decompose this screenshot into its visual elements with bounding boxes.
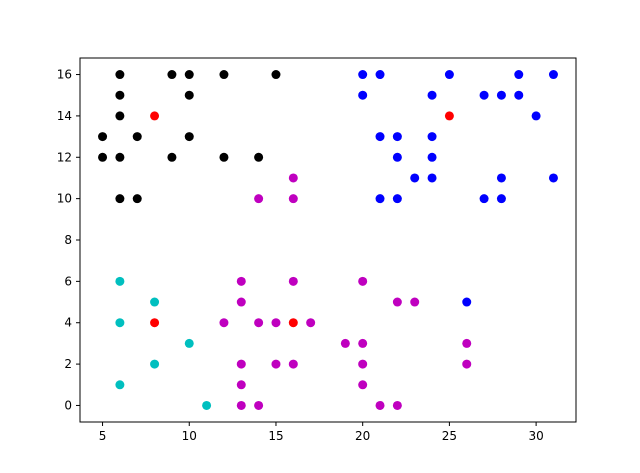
point xyxy=(479,194,489,204)
point xyxy=(410,173,420,183)
point xyxy=(288,276,298,286)
point xyxy=(271,359,281,369)
point xyxy=(548,70,558,80)
point xyxy=(150,359,160,369)
point xyxy=(462,338,472,348)
point xyxy=(427,132,437,142)
point xyxy=(410,297,420,307)
point xyxy=(115,70,125,80)
point xyxy=(496,90,506,100)
point xyxy=(288,359,298,369)
point xyxy=(98,152,108,162)
point xyxy=(236,276,246,286)
point xyxy=(514,90,524,100)
x-tick-label: 10 xyxy=(182,429,197,443)
point xyxy=(271,70,281,80)
point xyxy=(288,194,298,204)
point xyxy=(115,318,125,328)
point xyxy=(496,194,506,204)
point xyxy=(358,380,368,390)
point xyxy=(427,90,437,100)
y-tick-label: 4 xyxy=(64,316,72,330)
x-tick-label: 25 xyxy=(442,429,457,443)
point xyxy=(115,194,125,204)
point xyxy=(392,400,402,410)
point xyxy=(375,400,385,410)
point xyxy=(392,132,402,142)
y-tick-label: 0 xyxy=(64,398,72,412)
point xyxy=(254,318,264,328)
point xyxy=(202,400,212,410)
point xyxy=(306,318,316,328)
point xyxy=(271,318,281,328)
point xyxy=(496,173,506,183)
point xyxy=(358,90,368,100)
point xyxy=(236,359,246,369)
point xyxy=(358,276,368,286)
point xyxy=(479,90,489,100)
point xyxy=(375,70,385,80)
point xyxy=(98,132,108,142)
point xyxy=(358,338,368,348)
x-tick-label: 20 xyxy=(355,429,370,443)
point xyxy=(288,318,298,328)
x-tick-label: 5 xyxy=(99,429,107,443)
point xyxy=(184,70,194,80)
point xyxy=(462,297,472,307)
point xyxy=(392,194,402,204)
point xyxy=(184,338,194,348)
point xyxy=(548,173,558,183)
point xyxy=(115,276,125,286)
point xyxy=(167,70,177,80)
point xyxy=(340,338,350,348)
point xyxy=(254,152,264,162)
point xyxy=(427,173,437,183)
y-tick-label: 8 xyxy=(64,233,72,247)
y-tick-label: 14 xyxy=(57,109,72,123)
point xyxy=(236,297,246,307)
point xyxy=(427,152,437,162)
point xyxy=(184,132,194,142)
point xyxy=(150,297,160,307)
point xyxy=(132,194,142,204)
y-tick-label: 12 xyxy=(57,150,72,164)
x-tick-label: 15 xyxy=(268,429,283,443)
point xyxy=(392,152,402,162)
point xyxy=(115,111,125,121)
point xyxy=(358,70,368,80)
y-tick-label: 6 xyxy=(64,274,72,288)
point xyxy=(236,380,246,390)
y-tick-label: 2 xyxy=(64,357,72,371)
point xyxy=(150,318,160,328)
point xyxy=(219,70,229,80)
point xyxy=(358,359,368,369)
point xyxy=(288,173,298,183)
point xyxy=(115,90,125,100)
y-tick-label: 16 xyxy=(57,68,72,82)
point xyxy=(462,359,472,369)
point xyxy=(219,318,229,328)
point xyxy=(254,194,264,204)
point xyxy=(254,400,264,410)
y-tick-label: 10 xyxy=(57,192,72,206)
point xyxy=(219,152,229,162)
point xyxy=(150,111,160,121)
point xyxy=(514,70,524,80)
point xyxy=(236,400,246,410)
point xyxy=(115,380,125,390)
point xyxy=(167,152,177,162)
point xyxy=(115,152,125,162)
point xyxy=(132,132,142,142)
x-tick-label: 30 xyxy=(528,429,543,443)
point xyxy=(375,132,385,142)
point xyxy=(375,194,385,204)
point xyxy=(184,90,194,100)
point xyxy=(531,111,541,121)
point xyxy=(444,111,454,121)
point xyxy=(392,297,402,307)
point xyxy=(444,70,454,80)
